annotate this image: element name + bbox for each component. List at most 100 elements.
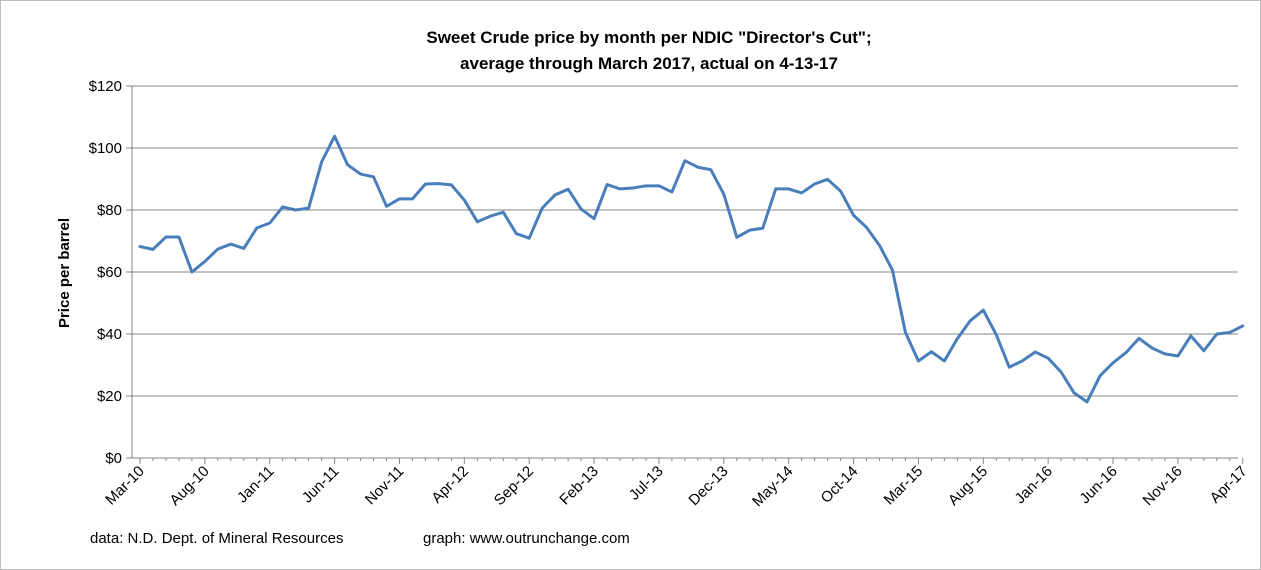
data-point bbox=[956, 337, 959, 340]
data-point bbox=[476, 220, 479, 223]
data-point bbox=[826, 178, 829, 181]
y-axis-label: Price per barrel bbox=[56, 218, 73, 328]
data-point bbox=[515, 232, 518, 235]
y-tick-label: $0 bbox=[105, 450, 122, 467]
data-point bbox=[138, 245, 142, 248]
data-point bbox=[151, 248, 155, 251]
data-point bbox=[1008, 365, 1011, 369]
x-tick-label: Sep-12 bbox=[491, 463, 537, 509]
data-point bbox=[424, 182, 427, 186]
x-tick-label: Jan-11 bbox=[234, 463, 278, 507]
chart-title: Sweet Crude price by month per NDIC "Dir… bbox=[426, 28, 871, 47]
data-point bbox=[735, 236, 738, 239]
data-point bbox=[657, 184, 661, 188]
data-point bbox=[320, 160, 323, 164]
data-point bbox=[1124, 351, 1128, 354]
data-point bbox=[1059, 370, 1063, 374]
data-point bbox=[346, 163, 349, 166]
data-point bbox=[592, 217, 596, 220]
y-tick-label: $60 bbox=[97, 264, 122, 281]
data-point bbox=[1021, 359, 1024, 363]
x-tick-label: Feb-13 bbox=[556, 463, 602, 509]
data-point bbox=[995, 333, 998, 336]
x-tick-label: Nov-16 bbox=[1140, 463, 1186, 509]
data-point bbox=[255, 226, 258, 230]
data-point bbox=[1085, 400, 1089, 404]
data-point bbox=[1202, 349, 1206, 352]
data-point bbox=[307, 206, 310, 210]
data-point bbox=[229, 242, 233, 246]
x-tick-label: Apr-17 bbox=[1207, 463, 1251, 507]
data-point bbox=[969, 319, 972, 322]
data-point bbox=[683, 159, 687, 162]
data-point bbox=[722, 192, 726, 196]
data-point bbox=[450, 183, 453, 187]
data-point bbox=[891, 268, 894, 272]
data-point bbox=[566, 188, 570, 191]
data-point bbox=[385, 205, 388, 208]
x-tick-label: Mar-10 bbox=[102, 463, 148, 509]
data-point bbox=[1072, 391, 1076, 395]
x-axis: Mar-10 Aug-10 Jan-11 Jun-11 Nov-11 Apr-12 Sep-… bbox=[102, 86, 1251, 510]
data-point bbox=[696, 166, 700, 169]
data-point bbox=[865, 226, 868, 229]
data-point bbox=[761, 227, 764, 230]
y-tick-label: $100 bbox=[89, 140, 122, 157]
x-tick-label: Aug-10 bbox=[166, 463, 212, 509]
data-point bbox=[359, 172, 362, 176]
data-point bbox=[164, 235, 168, 239]
data-point bbox=[1150, 346, 1154, 350]
data-point bbox=[411, 197, 414, 201]
y-axis-ticks: $0 $20 $40 $60 $80 $100 $120 bbox=[89, 78, 132, 467]
data-point bbox=[281, 205, 284, 209]
data-point bbox=[216, 247, 220, 251]
data-point bbox=[1098, 374, 1102, 378]
data-point bbox=[709, 168, 713, 171]
data-point bbox=[333, 135, 336, 138]
data-point bbox=[839, 189, 842, 193]
x-tick-label: Jun-11 bbox=[299, 463, 343, 507]
data-point bbox=[372, 175, 375, 179]
x-tick-label: Apr-12 bbox=[428, 463, 472, 507]
data-point bbox=[813, 182, 816, 186]
data-point bbox=[398, 197, 401, 201]
data-point bbox=[1228, 331, 1231, 334]
data-point bbox=[618, 187, 622, 191]
data-point bbox=[878, 244, 881, 247]
data-point bbox=[579, 207, 583, 211]
data-point bbox=[242, 247, 245, 250]
data-point bbox=[1215, 332, 1219, 336]
data-point bbox=[268, 221, 271, 225]
data-point bbox=[748, 228, 751, 232]
data-point bbox=[943, 359, 946, 363]
credit-note: graph: www.outrunchange.com bbox=[423, 530, 630, 547]
data-point bbox=[1033, 350, 1037, 354]
price-series-line bbox=[138, 134, 1245, 404]
data-point bbox=[774, 187, 777, 191]
data-point bbox=[1046, 356, 1050, 360]
data-point bbox=[670, 190, 674, 194]
data-point bbox=[540, 206, 544, 210]
x-tick-label: Jun-16 bbox=[1076, 463, 1120, 507]
data-point bbox=[1111, 361, 1115, 365]
data-point bbox=[1163, 352, 1167, 356]
y-tick-label: $80 bbox=[97, 202, 122, 219]
data-point bbox=[1137, 337, 1141, 340]
data-point bbox=[463, 198, 466, 202]
x-tick-label: Mar-15 bbox=[881, 463, 927, 509]
x-tick-label: Dec-13 bbox=[685, 463, 731, 509]
data-point bbox=[1241, 324, 1244, 328]
data-point bbox=[1176, 354, 1180, 358]
series-layer bbox=[138, 134, 1245, 404]
data-point bbox=[1189, 334, 1193, 338]
data-point bbox=[605, 183, 609, 186]
data-point bbox=[631, 186, 635, 190]
data-point bbox=[852, 214, 855, 217]
x-tick-label: Nov-11 bbox=[362, 463, 407, 508]
x-tick-label: Oct-14 bbox=[818, 463, 862, 507]
data-point bbox=[930, 350, 933, 353]
data-point bbox=[190, 270, 194, 274]
data-point bbox=[917, 359, 920, 363]
data-point bbox=[904, 331, 907, 334]
